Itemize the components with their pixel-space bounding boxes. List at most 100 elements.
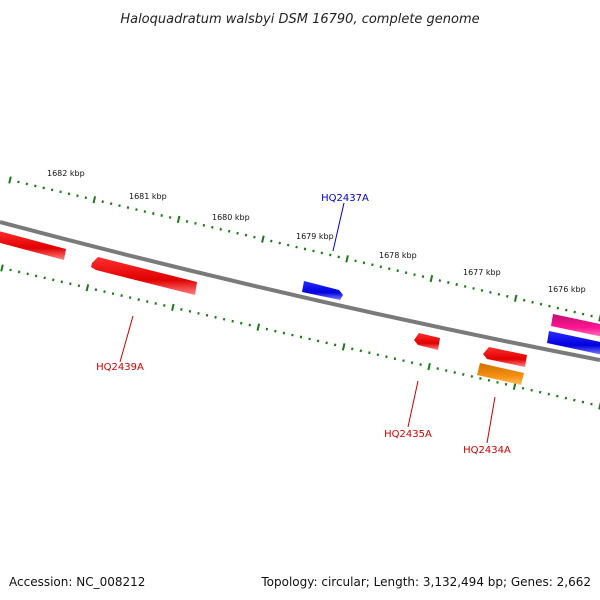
gene-feature-blue-right[interactable] <box>547 331 600 355</box>
outer-minor-tick <box>135 208 138 211</box>
inner-minor-tick <box>128 296 132 299</box>
outer-minor-tick <box>34 184 37 188</box>
outer-minor-tick <box>84 196 88 200</box>
inner-minor-tick <box>163 304 166 307</box>
inner-minor-tick <box>291 333 294 337</box>
gene-feature-left[interactable] <box>0 230 66 260</box>
inner-major-tick <box>0 264 4 272</box>
gene-feature-hq2437a[interactable] <box>302 281 343 300</box>
inner-minor-tick <box>410 361 414 365</box>
scale-label-1677: 1677 kbp <box>463 268 501 277</box>
outer-minor-tick <box>50 188 54 192</box>
outer-minor-tick <box>556 306 560 310</box>
inner-minor-tick <box>333 343 337 347</box>
inner-minor-tick <box>222 317 226 321</box>
outer-minor-tick <box>371 263 374 267</box>
inner-minor-tick <box>239 321 243 325</box>
gene-feature-hq2439a[interactable] <box>91 257 197 295</box>
inner-major-tick <box>427 362 431 371</box>
inner-minor-tick <box>393 357 397 361</box>
outer-minor-tick <box>244 233 248 237</box>
outer-minor-tick <box>539 302 543 306</box>
inner-major-tick <box>341 343 346 351</box>
inner-minor-tick <box>180 307 183 311</box>
inner-minor-tick <box>17 270 21 274</box>
outer-major-tick <box>8 176 12 184</box>
gene-features <box>0 230 600 385</box>
inner-minor-tick <box>325 341 328 345</box>
inner-major-tick <box>256 323 261 331</box>
inner-minor-tick <box>188 309 192 313</box>
outer-minor-tick <box>126 206 130 210</box>
inner-minor-tick <box>504 382 508 386</box>
outer-minor-tick <box>489 290 492 294</box>
outer-minor-tick <box>67 192 71 196</box>
inner-major-tick <box>171 303 175 312</box>
inner-minor-tick <box>308 337 311 341</box>
outer-minor-tick <box>236 231 239 235</box>
outer-minor-tick <box>531 300 534 304</box>
leader-line-hq2434a <box>486 396 496 444</box>
outer-minor-tick <box>270 239 273 243</box>
inner-minor-tick <box>214 315 217 319</box>
inner-minor-tick <box>419 363 422 367</box>
inner-minor-tick <box>146 300 149 303</box>
outer-minor-tick <box>354 259 357 263</box>
outer-minor-tick <box>278 241 281 245</box>
inner-minor-tick <box>402 359 405 363</box>
inner-minor-tick <box>547 392 550 396</box>
gene-feature-magenta-right[interactable] <box>551 314 600 337</box>
inner-minor-tick <box>9 268 12 272</box>
outer-minor-tick <box>76 194 79 198</box>
inner-minor-tick <box>530 388 533 392</box>
outer-minor-tick <box>565 308 568 312</box>
outer-minor-tick <box>455 283 458 286</box>
inner-minor-tick <box>231 319 234 323</box>
inner-minor-tick <box>316 339 320 343</box>
inner-minor-tick <box>34 274 38 278</box>
inner-minor-tick <box>376 353 380 357</box>
outer-minor-tick <box>506 294 509 298</box>
scale-label-1682: 1682 kbp <box>47 169 85 178</box>
outer-major-tick <box>176 215 181 224</box>
outer-minor-tick <box>320 251 324 255</box>
inner-minor-tick <box>26 272 29 276</box>
inner-minor-tick <box>445 369 448 372</box>
outer-minor-tick <box>472 287 475 290</box>
leader-line-hq2439a <box>119 315 134 363</box>
outer-minor-tick <box>227 229 231 233</box>
leader-line-hq2437a <box>332 202 345 252</box>
outer-minor-tick <box>295 245 298 249</box>
inner-minor-tick <box>573 398 576 402</box>
inner-minor-tick <box>385 355 388 359</box>
inner-minor-tick <box>265 327 269 331</box>
inner-minor-tick <box>43 276 46 280</box>
gene-feature-hq2434a[interactable] <box>477 363 524 385</box>
inner-minor-tick <box>274 329 277 333</box>
outer-minor-tick <box>42 186 45 190</box>
outer-major-tick <box>92 196 97 204</box>
scale-label-1680: 1680 kbp <box>212 213 250 222</box>
outer-minor-tick <box>152 212 155 215</box>
inner-minor-tick <box>479 376 482 380</box>
outer-minor-tick <box>168 216 172 219</box>
inner-minor-tick <box>487 378 491 382</box>
outer-minor-tick <box>590 314 593 318</box>
gene-feature-hq2435a[interactable] <box>414 333 440 350</box>
gene-feature-red-right[interactable] <box>483 347 527 367</box>
outer-minor-tick <box>312 249 315 253</box>
gene-label-hq2437a[interactable]: HQ2437A <box>321 193 369 204</box>
inner-minor-tick <box>538 390 542 394</box>
outer-major-tick <box>429 274 434 283</box>
gene-label-hq2439a[interactable]: HQ2439A <box>96 362 144 373</box>
outer-minor-tick <box>303 247 307 251</box>
outer-minor-tick <box>202 223 206 227</box>
inner-minor-tick <box>462 373 465 376</box>
gene-label-hq2435a[interactable]: HQ2435A <box>384 429 432 440</box>
inner-major-tick <box>85 284 90 292</box>
inner-minor-tick <box>111 292 115 296</box>
outer-minor-tick <box>118 204 121 208</box>
gene-label-hq2434a[interactable]: HQ2434A <box>463 445 511 456</box>
outer-minor-tick <box>329 253 332 257</box>
